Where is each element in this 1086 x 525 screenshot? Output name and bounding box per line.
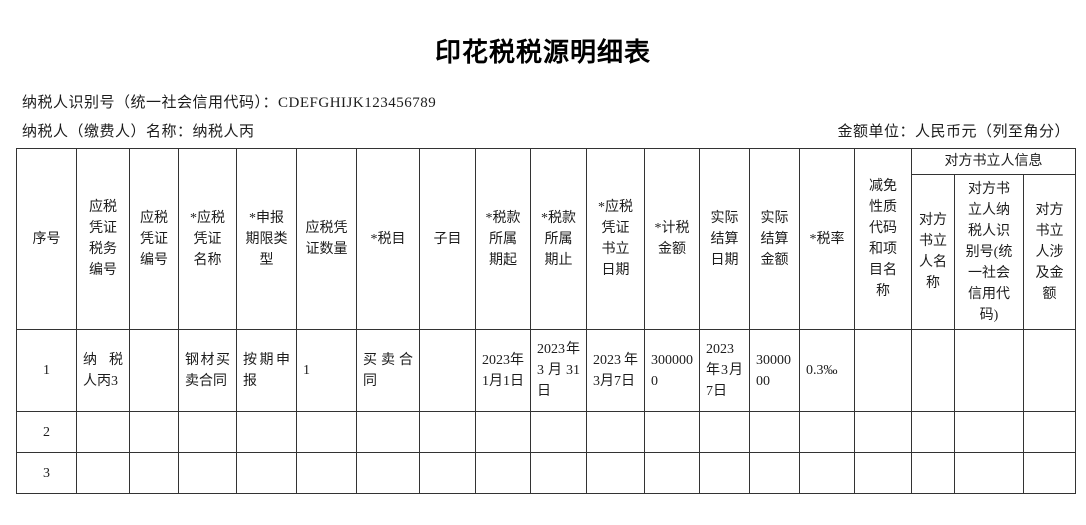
table-cell <box>530 411 587 453</box>
table-cell: 2 <box>16 411 77 453</box>
taxpayer-id-value: CDEFGHIJK123456789 <box>278 95 437 111</box>
table-cell: 钢材买卖合同 <box>178 329 237 412</box>
table-cell <box>699 452 750 494</box>
amount-unit-note: 金额单位：人民币元（列至角分） <box>837 124 1070 140</box>
table-cell <box>530 452 587 494</box>
table-cell <box>586 452 645 494</box>
sub-item-header: 子目 <box>419 148 476 330</box>
table-cell <box>76 452 130 494</box>
table-cell: 3000000 <box>644 329 700 412</box>
taxable-voucher-name-header: *应税 凭证 名称 <box>178 148 237 330</box>
table-cell <box>749 452 800 494</box>
counterparty-amount-header: 对方 书立 人涉 及金 额 <box>1022 174 1077 330</box>
table-cell <box>799 452 855 494</box>
table-cell: 1 <box>16 329 77 412</box>
table-cell <box>644 411 700 453</box>
table-cell <box>129 411 179 453</box>
table-cell: 0.3‰ <box>799 329 855 412</box>
taxpayer-name-label: 纳税人（缴费人）名称： <box>22 124 193 140</box>
table-cell <box>911 411 955 453</box>
taxpayer-id-line: 纳税人识别号（统一社会信用代码）：CDEFGHIJK123456789 <box>22 91 1070 112</box>
table-cell <box>954 329 1024 412</box>
table-cell: 2023年1月1日 <box>475 329 531 412</box>
table-cell: 3000000 <box>749 329 800 412</box>
taxable-voucher-number-header: 应税 凭证 编号 <box>129 148 179 330</box>
table-cell <box>296 411 357 453</box>
table-row: 2 <box>16 411 1077 453</box>
table-cell: 买卖合同 <box>356 329 420 412</box>
table-cell <box>586 411 645 453</box>
table-cell <box>854 452 912 494</box>
filing-period-type-header: *申报 期限类 型 <box>236 148 297 330</box>
counterparty-name-header: 对方 书立 人名 称 <box>911 174 955 330</box>
table-cell <box>749 411 800 453</box>
table-cell <box>356 452 420 494</box>
table-cell: 纳税人丙3 <box>76 329 130 412</box>
serial-number-header: 序号 <box>16 148 77 330</box>
tax-period-end-header: *税款 所属 期止 <box>530 148 587 330</box>
table-cell <box>236 452 297 494</box>
counterparty-info-group-header: 对方书立人信息 <box>910 148 1077 175</box>
table-cell: 按期申报 <box>236 329 297 412</box>
tax-period-start-header: *税款 所属 期起 <box>475 148 531 330</box>
table-cell: 2023年3月7日 <box>586 329 645 412</box>
tax-item-header: *税目 <box>356 148 420 330</box>
reduction-exemption-code-header: 减免 性质 代码 和项 目名 称 <box>854 148 912 330</box>
taxable-amount-header: *计税 金额 <box>644 148 700 330</box>
table-cell <box>1022 411 1077 453</box>
table-row: 3 <box>16 452 1077 494</box>
actual-settlement-date-header: 实际 结算 日期 <box>699 148 750 330</box>
voucher-signing-date-header: *应税 凭证 书立 日期 <box>586 148 645 330</box>
taxable-voucher-quantity-header: 应税凭 证数量 <box>296 148 357 330</box>
taxpayer-name-value: 纳税人丙 <box>192 124 255 140</box>
table-cell <box>954 411 1024 453</box>
taxpayer-name-group: 纳税人（缴费人）名称：纳税人丙 <box>22 120 255 141</box>
table-cell <box>699 411 750 453</box>
tax-rate-header: *税率 <box>799 148 855 330</box>
table-cell <box>911 329 955 412</box>
table-cell <box>954 452 1024 494</box>
table-cell <box>178 411 237 453</box>
table-cell <box>644 452 700 494</box>
table-cell <box>911 452 955 494</box>
table-cell <box>1022 452 1077 494</box>
table-row: 1 纳税人丙3 钢材买卖合同 按期申报 1 买卖合同 2023年1月1日 202… <box>16 329 1077 412</box>
table-cell <box>356 411 420 453</box>
table-cell <box>178 452 237 494</box>
actual-settlement-amount-header: 实际 结算 金额 <box>749 148 800 330</box>
table-cell: 2023年3月7日 <box>699 329 750 412</box>
table-cell: 2023年3月31日 <box>530 329 587 412</box>
table-cell <box>419 411 476 453</box>
table-cell <box>296 452 357 494</box>
table-cell <box>76 411 130 453</box>
table-cell <box>475 411 531 453</box>
taxpayer-name-line: 纳税人（缴费人）名称：纳税人丙 金额单位：人民币元（列至角分） <box>22 120 1070 141</box>
table-cell: 3 <box>16 452 77 494</box>
taxpayer-id-label: 纳税人识别号（统一社会信用代码）： <box>22 95 279 111</box>
table-cell <box>236 411 297 453</box>
table-cell: 1 <box>296 329 357 412</box>
table-cell <box>799 411 855 453</box>
table-cell <box>475 452 531 494</box>
table-cell <box>854 329 912 412</box>
form-title: 印花税税源明细表 <box>434 37 651 67</box>
stamp-tax-source-table: 序号 应税 凭证 税务 编号 应税 凭证 编号 *应税 凭证 名称 *申报 期限… <box>16 148 1077 494</box>
table-cell <box>1022 329 1077 412</box>
table-cell <box>419 452 476 494</box>
table-cell <box>854 411 912 453</box>
table-cell <box>129 329 179 412</box>
counterparty-taxpayer-id-header: 对方书 立人纳 税人识 别号(统 一社会 信用代 码) <box>954 174 1024 330</box>
table-cell <box>129 452 179 494</box>
table-cell <box>419 329 476 412</box>
taxable-voucher-tax-number-header: 应税 凭证 税务 编号 <box>76 148 130 330</box>
